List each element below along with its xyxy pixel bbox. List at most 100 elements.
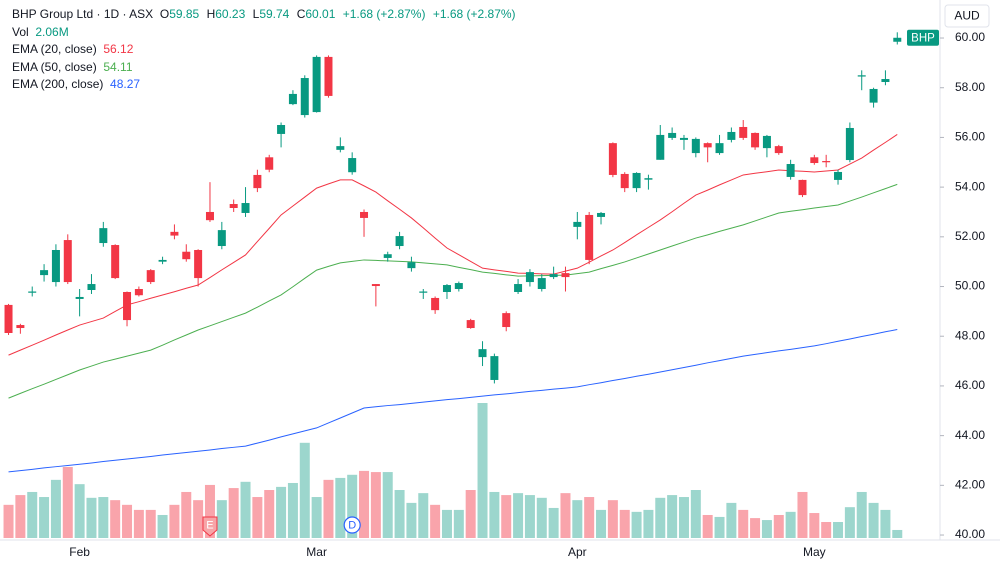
volume-bar	[619, 509, 630, 538]
volume-bar	[607, 500, 618, 538]
candle-body	[360, 211, 369, 218]
volume-bar	[441, 509, 452, 538]
volume-bar	[726, 502, 737, 538]
volume-bar	[287, 482, 298, 538]
volume-bar	[856, 491, 867, 538]
volume-bar	[39, 497, 50, 538]
change: +1.68 (+2.87%)	[342, 7, 426, 21]
candle-body	[466, 320, 475, 329]
volume-bar	[453, 509, 464, 538]
legend-value: 48.27	[110, 77, 141, 91]
candle-body	[40, 270, 49, 276]
legend-ema-row: EMA (200, close) 48.27	[12, 76, 520, 94]
candle-body	[585, 214, 594, 260]
volume-bar	[477, 403, 488, 538]
candle-body	[288, 93, 297, 105]
volume-bar	[750, 518, 761, 538]
high-letter: H	[206, 7, 216, 21]
candle-body	[490, 356, 499, 380]
volume-bar	[264, 490, 275, 538]
legend-ohlc-row: BHP Group Ltd · 1D · ASX O59.85 H60.23 L…	[12, 6, 520, 24]
event-marker[interactable]: E	[202, 516, 218, 537]
candle-body	[715, 143, 724, 154]
volume-bar	[797, 491, 808, 538]
volume-bar	[643, 509, 654, 538]
y-tick-label: 44.00	[955, 428, 985, 442]
candle-body	[217, 230, 226, 247]
x-tick-label: May	[803, 545, 826, 559]
volume-bar	[15, 495, 26, 538]
x-tick-label: Feb	[69, 545, 90, 559]
volume-bar	[584, 497, 595, 538]
candle-body	[454, 283, 463, 290]
event-label: E	[206, 519, 213, 531]
volume-bar	[169, 504, 180, 538]
y-tick-label: 48.00	[955, 328, 985, 342]
candle-body	[28, 291, 37, 293]
candle-body	[371, 284, 380, 287]
volume-bar	[868, 502, 879, 538]
volume-bar	[276, 486, 287, 538]
volume-bar	[323, 479, 334, 538]
y-tick-label: 50.00	[955, 279, 985, 293]
volume-bar	[406, 502, 417, 538]
legend-volume-row: Vol 2.06M	[12, 24, 520, 42]
candle-body	[277, 124, 286, 134]
candle-body	[810, 157, 819, 164]
candle-body	[691, 138, 700, 154]
candle-body	[739, 126, 748, 138]
volume-bar	[773, 514, 784, 538]
volume-bar	[785, 511, 796, 538]
volume-bar	[596, 509, 607, 538]
candle-body	[573, 221, 582, 227]
candle-body	[324, 56, 333, 96]
symbol-tag: BHP	[911, 32, 935, 44]
volume-bar	[394, 490, 405, 538]
candle-body	[229, 204, 238, 208]
candle-body	[679, 137, 688, 140]
candle-body	[514, 284, 523, 292]
candle-body	[312, 56, 321, 113]
candle-body	[253, 174, 262, 189]
candle-body	[703, 143, 712, 148]
currency: AUD	[954, 9, 980, 23]
volume-bar	[738, 509, 749, 538]
candle-body	[786, 164, 795, 177]
volume-bar	[560, 493, 571, 538]
volume-bar	[418, 493, 429, 538]
ema-line	[8, 134, 898, 356]
x-tick-label: Mar	[306, 545, 327, 559]
candle-body	[194, 249, 203, 279]
event-marker[interactable]: D	[343, 516, 361, 534]
volume-bar	[702, 514, 713, 538]
candle-body	[383, 254, 392, 258]
candle-body	[762, 135, 771, 149]
candle-body	[182, 251, 191, 260]
symbol-tag-box	[907, 29, 939, 46]
y-tick-label: 54.00	[955, 179, 985, 193]
volume-bar	[536, 497, 547, 538]
volume-bar	[370, 472, 381, 538]
legend-ema-row: EMA (20, close) 56.12	[12, 41, 520, 59]
candle-body	[668, 132, 677, 138]
volume-name: Vol	[12, 24, 29, 39]
legend-entry: EMA (200, close)	[12, 77, 104, 91]
open-letter: O	[159, 7, 170, 21]
candle-body	[656, 134, 665, 160]
volume-bar	[193, 500, 204, 538]
candle-body	[111, 245, 120, 279]
y-tick-label: 58.00	[955, 80, 985, 94]
volume-bar	[678, 497, 689, 538]
candle-body	[620, 173, 629, 189]
candle-body	[336, 146, 345, 150]
candle-body	[751, 132, 760, 148]
volume-bar	[489, 491, 500, 538]
volume-bar	[86, 497, 97, 538]
candle-body	[881, 79, 890, 83]
legend-value: 54.11	[103, 59, 133, 74]
volume-bar	[240, 481, 251, 538]
candle-body	[134, 289, 143, 296]
currency-box[interactable]	[944, 4, 990, 28]
candle-body	[395, 236, 404, 247]
